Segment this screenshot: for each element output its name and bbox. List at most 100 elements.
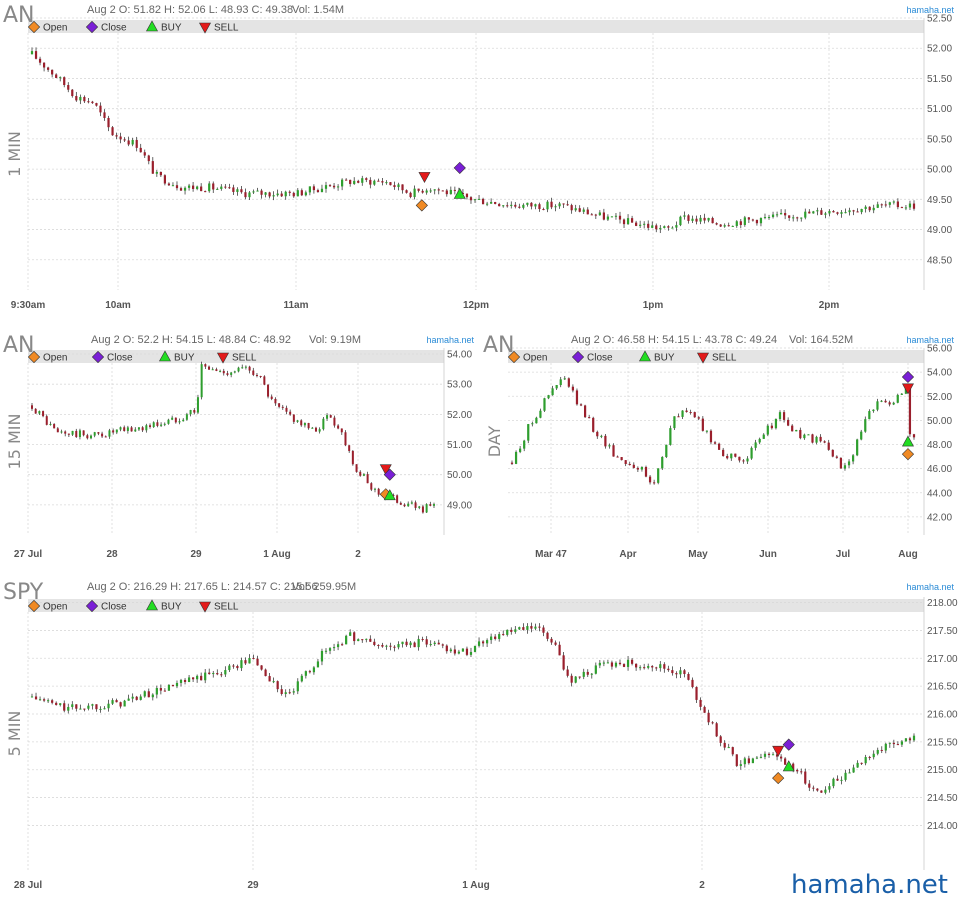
candle-body bbox=[669, 428, 672, 445]
candle-body bbox=[220, 674, 223, 676]
buy-marker bbox=[638, 350, 652, 362]
y-tick-label: 52.50 bbox=[927, 14, 952, 25]
candle-body bbox=[369, 179, 372, 185]
candle-body bbox=[824, 789, 827, 793]
candle-body bbox=[163, 690, 167, 692]
y-tick-label: 51.00 bbox=[927, 104, 952, 115]
candle-body bbox=[815, 436, 818, 443]
candle-body bbox=[667, 668, 670, 671]
candle-body bbox=[63, 703, 66, 711]
candle-body bbox=[461, 648, 465, 652]
candle-body bbox=[687, 674, 690, 680]
candle-body bbox=[304, 192, 307, 196]
candle-body bbox=[812, 211, 815, 214]
candle-body bbox=[715, 223, 718, 225]
candle-body bbox=[175, 185, 179, 189]
candle-body bbox=[324, 185, 328, 189]
candle-body bbox=[361, 178, 364, 183]
candle-body bbox=[240, 660, 243, 669]
candle-body bbox=[341, 179, 344, 187]
candle-body bbox=[393, 185, 396, 188]
candle-body bbox=[880, 400, 883, 402]
candle-body bbox=[598, 662, 601, 666]
candle-body bbox=[709, 430, 713, 443]
candle-body bbox=[385, 645, 388, 647]
x-tick-label: 29 bbox=[190, 549, 202, 560]
candle-body bbox=[588, 417, 591, 419]
legend-sell: SELL bbox=[214, 602, 239, 613]
candle-body bbox=[685, 410, 688, 413]
candle-body bbox=[200, 364, 203, 398]
candle-body bbox=[272, 195, 275, 197]
candle-body bbox=[766, 425, 769, 435]
candle-body bbox=[264, 192, 267, 195]
candle-body bbox=[445, 190, 448, 195]
candle-body bbox=[289, 411, 292, 415]
y-tick-label: 46.00 bbox=[927, 464, 952, 475]
candle-body bbox=[578, 208, 581, 212]
candle-body bbox=[97, 432, 100, 434]
symbol-label: AN bbox=[483, 333, 515, 358]
candle-body bbox=[421, 638, 424, 640]
candle-body bbox=[101, 433, 104, 437]
y-tick-label: 52.00 bbox=[927, 44, 952, 55]
candle-body bbox=[731, 747, 734, 755]
candle-body bbox=[95, 103, 98, 106]
candle-body bbox=[647, 223, 650, 228]
candle-body bbox=[263, 376, 266, 385]
candle-body bbox=[284, 692, 287, 694]
candle-body bbox=[571, 386, 575, 391]
candle-body bbox=[373, 641, 376, 645]
close-marker bbox=[85, 599, 99, 613]
close-marker bbox=[901, 370, 915, 384]
candle-body bbox=[892, 402, 895, 405]
candle-body bbox=[530, 626, 533, 629]
candle-body bbox=[639, 667, 642, 669]
sell-marker bbox=[696, 352, 710, 364]
candle-body bbox=[71, 704, 74, 707]
candle-body bbox=[244, 366, 247, 368]
candle-body bbox=[270, 396, 273, 399]
candle-body bbox=[336, 644, 340, 648]
candle-body bbox=[717, 443, 721, 450]
candle-body bbox=[636, 467, 639, 470]
candle-body bbox=[469, 197, 473, 201]
candle-body bbox=[648, 476, 652, 483]
candle-body bbox=[820, 790, 823, 793]
candle-body bbox=[248, 366, 251, 371]
candle-body bbox=[579, 404, 583, 406]
candle-body bbox=[79, 96, 82, 101]
y-tick-label: 216.00 bbox=[927, 710, 958, 721]
candle-body bbox=[610, 662, 614, 667]
candle-body bbox=[119, 702, 122, 707]
candle-body bbox=[473, 645, 477, 652]
candle-body bbox=[868, 411, 871, 420]
candle-body bbox=[183, 187, 187, 191]
candle-body bbox=[449, 189, 452, 195]
y-tick-label: 216.50 bbox=[927, 682, 958, 693]
candle-body bbox=[864, 757, 867, 764]
candle-body bbox=[348, 445, 351, 451]
candle-body bbox=[477, 198, 481, 200]
candle-body bbox=[303, 422, 306, 426]
candle-body bbox=[683, 670, 686, 675]
candle-body bbox=[747, 217, 750, 220]
candle-body bbox=[316, 190, 320, 193]
close-marker bbox=[571, 350, 585, 364]
candle-body bbox=[196, 397, 199, 413]
candle-body bbox=[167, 419, 170, 424]
candle-body bbox=[429, 190, 432, 192]
candle-body bbox=[614, 215, 618, 217]
candle-body bbox=[268, 676, 271, 682]
candle-body bbox=[355, 464, 358, 472]
candle-body bbox=[659, 664, 662, 669]
candle-body bbox=[912, 203, 916, 209]
candle-body bbox=[42, 411, 45, 417]
candle-body bbox=[481, 198, 485, 205]
sell-marker bbox=[901, 383, 914, 395]
candle-body bbox=[351, 450, 354, 465]
candle-body bbox=[418, 506, 421, 508]
candle-body bbox=[618, 662, 622, 665]
candle-body bbox=[147, 691, 150, 698]
candle-body bbox=[344, 432, 347, 446]
